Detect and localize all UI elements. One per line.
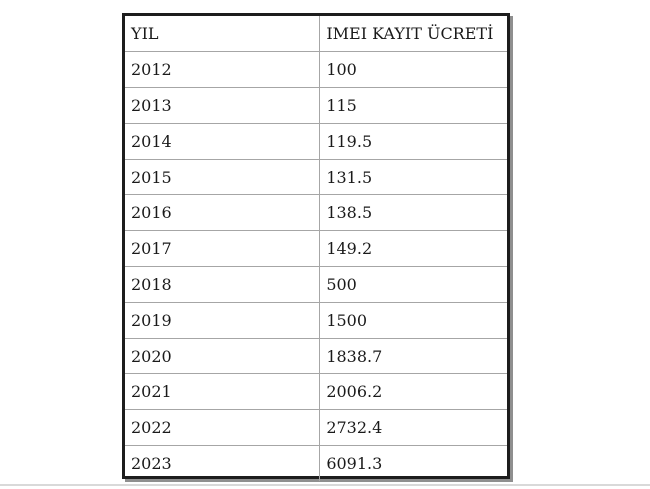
cell-fee: 100 — [319, 51, 507, 89]
cell-year: 2014 — [125, 122, 321, 160]
cell-year: 2023 — [125, 445, 321, 482]
table-row: 2021 2006.2 — [125, 373, 507, 411]
cell-year: 2013 — [125, 87, 321, 124]
cell-fee: 115 — [319, 87, 507, 124]
cell-year: 2022 — [125, 409, 321, 447]
table-row: 2023 6091.3 — [125, 445, 507, 482]
cell-fee: 131.5 — [319, 158, 507, 196]
cell-year: 2015 — [125, 158, 321, 196]
cell-fee: 6091.3 — [319, 445, 507, 482]
cell-fee: 2006.2 — [319, 373, 507, 411]
cell-fee: 1838.7 — [319, 337, 507, 375]
cell-fee: 1500 — [319, 301, 507, 339]
table-header-row: YIL IMEI KAYIT ÜCRETİ — [125, 16, 507, 53]
table-row: 2014 119.5 — [125, 122, 507, 160]
imei-fee-table: YIL IMEI KAYIT ÜCRETİ 2012 100 2013 115 2014… — [122, 13, 510, 482]
cell-year: 2019 — [125, 301, 321, 339]
cell-fee: 2732.4 — [319, 409, 507, 447]
table-row: 2012 100 — [125, 51, 507, 89]
cell-year: 2018 — [125, 266, 321, 303]
page-bottom-divider — [0, 484, 650, 486]
cell-fee: 500 — [319, 266, 507, 303]
cell-year: 2020 — [125, 337, 321, 375]
table-row: 2015 131.5 — [125, 158, 507, 196]
table-row: 2018 500 — [125, 266, 507, 303]
cell-fee: 138.5 — [319, 194, 507, 232]
table-row: 2017 149.2 — [125, 230, 507, 268]
header-cell-fee: IMEI KAYIT ÜCRETİ — [319, 16, 507, 53]
table-row: 2022 2732.4 — [125, 409, 507, 447]
cell-year: 2021 — [125, 373, 321, 411]
cell-fee: 119.5 — [319, 122, 507, 160]
table-row: 2019 1500 — [125, 301, 507, 339]
cell-year: 2012 — [125, 51, 321, 89]
cell-fee: 149.2 — [319, 230, 507, 268]
table-row: 2020 1838.7 — [125, 337, 507, 375]
cell-year: 2016 — [125, 194, 321, 232]
table-row: 2016 138.5 — [125, 194, 507, 232]
cell-year: 2017 — [125, 230, 321, 268]
table-row: 2013 115 — [125, 87, 507, 124]
data-table: YIL IMEI KAYIT ÜCRETİ 2012 100 2013 115 2014… — [125, 16, 507, 482]
header-cell-year: YIL — [125, 16, 321, 53]
